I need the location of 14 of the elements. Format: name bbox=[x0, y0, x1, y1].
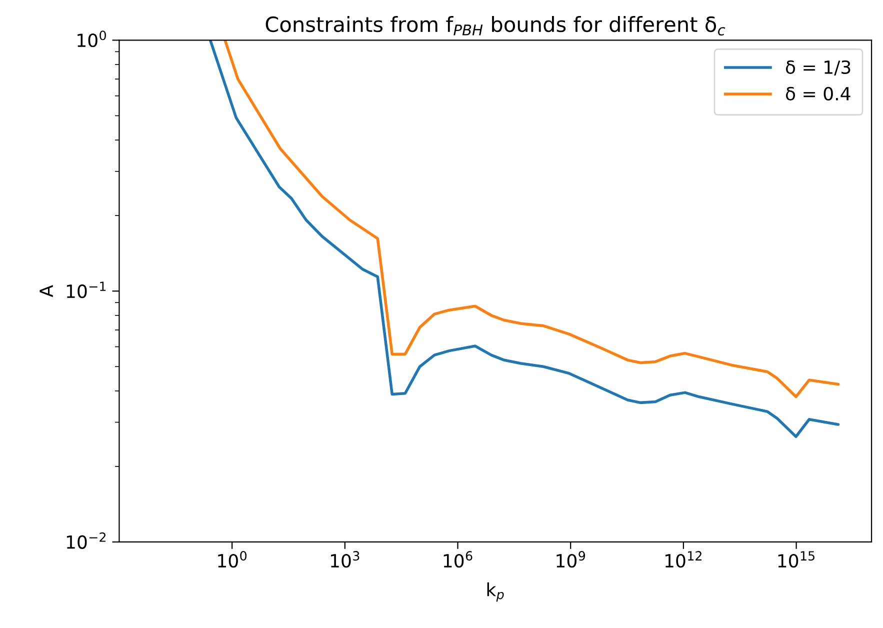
y-tick-label: 10$^{0}$ bbox=[78, 30, 106, 48]
x-tick-label: 10$^{0}$ bbox=[218, 551, 247, 568]
legend-label: δ = 1/3 bbox=[786, 60, 850, 76]
x-axis-title: k$_{p}$ bbox=[487, 582, 504, 602]
x-tick-label: 10$^{6}$ bbox=[444, 551, 472, 568]
y-tick-label: 10$^{−2}$ bbox=[66, 532, 106, 549]
x-tick-label: 10$^{3}$ bbox=[330, 551, 360, 568]
legend-label: δ = 0.4 bbox=[786, 86, 850, 101]
x-tick-label: 10$^{12}$ bbox=[665, 551, 702, 568]
x-tick-label: 10$^{15}$ bbox=[778, 551, 814, 568]
y-tick-label: 10$^{−1}$ bbox=[66, 282, 106, 298]
chart-title: Constraints from f$_{PBH}$ bounds for different δ$_{c}$ bbox=[266, 16, 726, 36]
x-tick-label: 10$^{9}$ bbox=[556, 551, 586, 568]
y-axis-title: A bbox=[40, 285, 53, 298]
